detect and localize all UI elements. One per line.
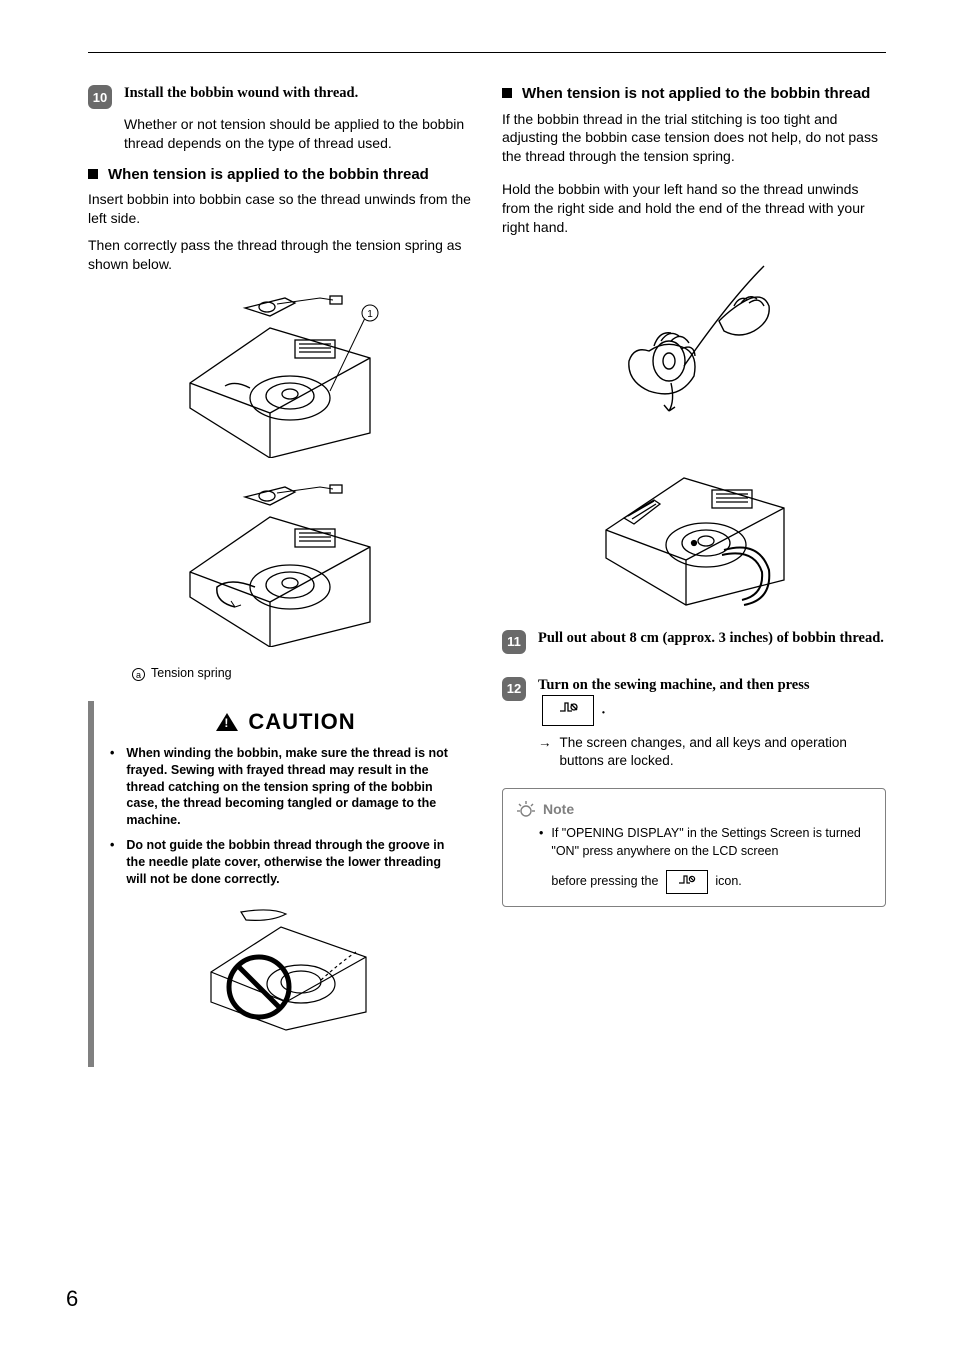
subhead-tension-not-applied-text: When tension is not applied to the bobbi…	[522, 84, 870, 104]
step-12-title-pre: Turn on the sewing machine, and then pre…	[538, 677, 810, 693]
note-line1: If "OPENING DISPLAY" in the Settings Scr…	[551, 826, 860, 858]
step-10-body: Whether or not tension should be applied…	[124, 115, 472, 153]
square-bullet-icon	[88, 169, 98, 179]
caution-box: CAUTION •When winding the bobbin, make s…	[88, 701, 472, 1067]
caution-list: •When winding the bobbin, make sure the …	[110, 745, 462, 888]
two-column-layout: 10 Install the bobbin wound with thread.…	[88, 84, 886, 1067]
note-line2-pre: before pressing the	[551, 874, 658, 888]
tension-not-applied-p2: Hold the bobbin with your left hand so t…	[502, 180, 886, 237]
figure-place-bobbin	[502, 440, 886, 615]
step-12-result: → The screen changes, and all keys and o…	[538, 734, 886, 770]
step-12-header: 12 Turn on the sewing machine, and then …	[502, 676, 886, 726]
page-number: 6	[66, 1286, 78, 1312]
figure-bobbin-insert-1: 1	[88, 288, 472, 463]
caution-item-1-text: When winding the bobbin, make sure the t…	[126, 745, 462, 829]
left-column: 10 Install the bobbin wound with thread.…	[88, 84, 472, 1067]
step-12-title: Turn on the sewing machine, and then pre…	[538, 676, 810, 726]
callout-1-marker: 1	[367, 309, 373, 320]
presser-foot-lock-icon	[542, 695, 594, 726]
step-12-result-text: The screen changes, and all keys and ope…	[560, 734, 887, 770]
note-label: Note	[543, 801, 574, 817]
step-number-badge: 10	[88, 85, 112, 109]
caution-title-text: CAUTION	[248, 709, 355, 735]
figure-caution-prohibit	[110, 902, 462, 1037]
subhead-tension-applied-text: When tension is applied to the bobbin th…	[108, 165, 429, 185]
note-line2-post: icon.	[715, 874, 741, 888]
step-11-header: 11 Pull out about 8 cm (approx. 3 inches…	[502, 629, 886, 654]
note-header: Note	[515, 799, 873, 819]
tension-applied-p2: Then correctly pass the thread through t…	[88, 236, 472, 274]
note-box: Note • If "OPENING DISPLAY" in the Setti…	[502, 788, 886, 907]
callout-1-label: a Tension spring	[132, 666, 472, 681]
warning-triangle-icon	[216, 713, 238, 731]
presser-foot-lock-icon-small	[666, 870, 708, 894]
figure-bobbin-insert-2	[88, 477, 472, 652]
caution-item-1: •When winding the bobbin, make sure the …	[110, 745, 462, 829]
lightbulb-icon	[515, 799, 535, 819]
step-number-badge: 11	[502, 630, 526, 654]
step-11-title: Pull out about 8 cm (approx. 3 inches) o…	[538, 629, 884, 649]
subhead-tension-not-applied: When tension is not applied to the bobbi…	[502, 84, 886, 104]
caution-item-2: •Do not guide the bobbin thread through …	[110, 837, 462, 888]
step-10-header: 10 Install the bobbin wound with thread.	[88, 84, 472, 109]
right-column: When tension is not applied to the bobbi…	[502, 84, 886, 1067]
callout-1-text: Tension spring	[151, 666, 232, 680]
square-bullet-icon	[502, 88, 512, 98]
subhead-tension-applied: When tension is applied to the bobbin th…	[88, 165, 472, 185]
step-number-badge: 12	[502, 677, 526, 701]
tension-not-applied-p1: If the bobbin thread in the trial stitch…	[502, 110, 886, 167]
caution-item-2-text: Do not guide the bobbin thread through t…	[126, 837, 462, 888]
callout-circle-icon: a	[132, 668, 145, 681]
figure-hold-bobbin	[502, 251, 886, 426]
step-10-title: Install the bobbin wound with thread.	[124, 84, 358, 104]
step-12-title-post: .	[602, 702, 606, 718]
page-rule-top	[88, 52, 886, 53]
arrow-icon: →	[538, 734, 552, 770]
caution-title: CAUTION	[110, 709, 462, 735]
tension-applied-p1: Insert bobbin into bobbin case so the th…	[88, 190, 472, 228]
note-body: • If "OPENING DISPLAY" in the Settings S…	[539, 825, 873, 894]
